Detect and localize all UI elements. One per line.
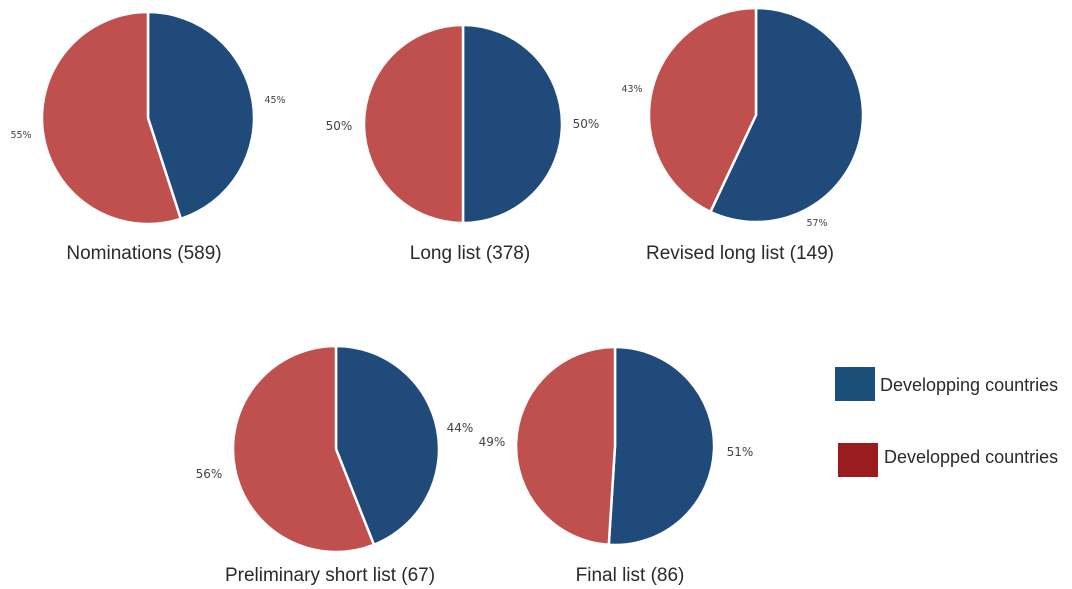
pct-label-developing: 57%	[806, 218, 827, 229]
pie-title: Revised long list (149)	[646, 243, 834, 264]
pie-chart: 50% 50% Long list (378)	[326, 23, 600, 264]
pie-slice-developing	[461, 23, 564, 225]
pie-slice-developed	[514, 345, 617, 547]
pct-label-developed: 50%	[326, 119, 353, 133]
legend-label-developed: Developped countries	[884, 447, 1058, 467]
pie-slice-developed	[647, 6, 758, 214]
pie-charts-group: 45% 55% Nominations (589) 50% 50% Long list (…	[10, 6, 865, 586]
legend-label-developing: Developping countries	[880, 375, 1058, 395]
pie-slice-developed	[362, 23, 465, 225]
pie-slice-developing	[607, 345, 716, 547]
pie-chart: 44% 56% Preliminary short list (67)	[196, 344, 474, 586]
pct-label-developed: 49%	[479, 435, 506, 449]
legend-swatch-developing	[835, 367, 875, 401]
pie-title: Long list (378)	[410, 243, 530, 264]
pie-chart: 51% 49% Final list (86)	[479, 345, 754, 586]
pie-title: Final list (86)	[576, 565, 685, 586]
pie-slice-developing	[334, 344, 441, 547]
pie-title: Nominations (589)	[66, 243, 221, 264]
pct-label-developing: 44%	[447, 421, 474, 435]
pie-chart: 57% 43% Revised long list (149)	[621, 6, 865, 264]
pct-label-developing: 50%	[573, 117, 600, 131]
pie-slice-developed	[231, 344, 376, 554]
pct-label-developing: 45%	[264, 95, 285, 106]
legend: Developping countries Developped countri…	[835, 367, 1058, 477]
pie-title: Preliminary short list (67)	[225, 565, 435, 586]
legend-swatch-developed	[838, 443, 878, 477]
pct-label-developed: 56%	[196, 467, 223, 481]
pie-chart: 45% 55% Nominations (589)	[10, 10, 286, 264]
pct-label-developing: 51%	[727, 445, 754, 459]
pct-label-developed: 43%	[621, 84, 642, 95]
pie-slice-developed	[40, 10, 183, 226]
pie-slice-developing	[709, 6, 865, 224]
pct-label-developed: 55%	[10, 130, 31, 141]
pie-slice-developing	[146, 10, 256, 221]
